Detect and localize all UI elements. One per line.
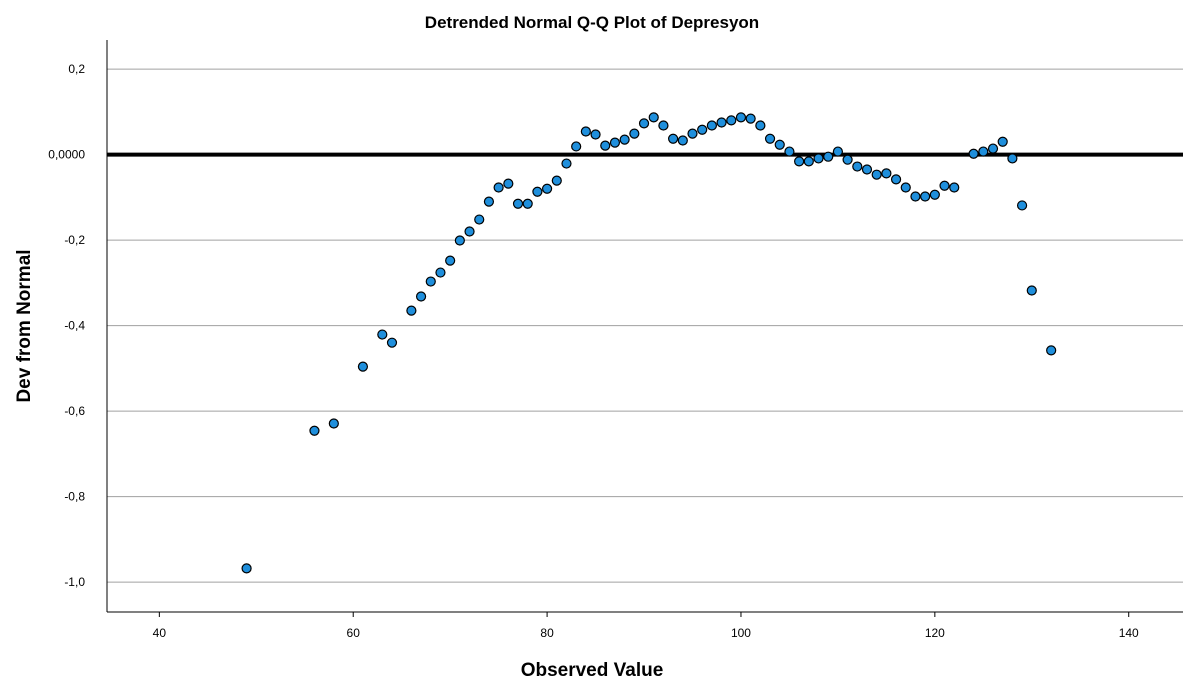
point bbox=[939, 180, 950, 191]
point bbox=[629, 128, 640, 139]
point bbox=[920, 191, 931, 202]
point bbox=[861, 164, 873, 175]
point bbox=[987, 143, 999, 154]
point bbox=[687, 128, 698, 139]
point bbox=[571, 141, 582, 152]
point bbox=[677, 135, 688, 146]
point bbox=[706, 120, 717, 131]
point bbox=[619, 134, 630, 145]
point bbox=[716, 117, 727, 128]
point bbox=[900, 182, 911, 193]
point bbox=[522, 198, 533, 209]
point bbox=[541, 183, 553, 194]
point bbox=[241, 563, 252, 574]
point bbox=[697, 124, 708, 135]
point bbox=[997, 136, 1008, 147]
point bbox=[590, 129, 601, 140]
point bbox=[726, 115, 737, 126]
y-tick-label: -1,0 bbox=[64, 575, 85, 589]
x-tick-label: 60 bbox=[347, 626, 361, 640]
point bbox=[978, 146, 989, 157]
chart-title: Detrended Normal Q-Q Plot of Depresyon bbox=[425, 13, 759, 32]
y-axis-label: Dev from Normal bbox=[14, 249, 35, 402]
point bbox=[881, 168, 892, 179]
point bbox=[852, 161, 863, 172]
point bbox=[464, 226, 475, 237]
point bbox=[1016, 200, 1028, 211]
x-tick-label: 40 bbox=[153, 626, 167, 640]
point bbox=[949, 182, 960, 193]
point bbox=[328, 418, 339, 429]
point bbox=[1026, 285, 1037, 296]
point bbox=[794, 156, 805, 167]
point bbox=[532, 186, 543, 197]
y-tick-label: 0,2 bbox=[68, 62, 85, 76]
point bbox=[764, 133, 776, 144]
point bbox=[823, 151, 834, 162]
point bbox=[842, 154, 853, 165]
point bbox=[493, 182, 504, 193]
point bbox=[929, 189, 940, 200]
y-tick-label: 0,0000 bbox=[48, 148, 85, 162]
y-tick-label: -0,4 bbox=[64, 319, 85, 333]
x-tick-label: 80 bbox=[540, 626, 554, 640]
point bbox=[435, 267, 446, 278]
point bbox=[832, 146, 844, 157]
x-tick-label: 120 bbox=[925, 626, 945, 640]
point bbox=[910, 191, 921, 202]
point bbox=[609, 137, 621, 148]
y-tick-label: -0,2 bbox=[64, 233, 85, 247]
x-tick-label: 140 bbox=[1119, 626, 1139, 640]
point bbox=[648, 112, 659, 123]
point bbox=[1046, 345, 1057, 356]
point bbox=[309, 425, 320, 436]
point bbox=[474, 214, 485, 225]
point bbox=[406, 305, 417, 316]
point bbox=[803, 156, 814, 167]
point bbox=[871, 169, 882, 180]
point bbox=[1007, 153, 1018, 164]
point bbox=[483, 196, 495, 207]
point bbox=[561, 158, 572, 169]
point bbox=[774, 139, 785, 150]
y-tick-label: -0,8 bbox=[64, 490, 85, 504]
point bbox=[415, 291, 427, 302]
point bbox=[425, 276, 436, 287]
point bbox=[551, 175, 562, 186]
x-axis-label: Observed Value bbox=[521, 660, 664, 681]
point bbox=[386, 337, 398, 348]
point bbox=[755, 120, 766, 131]
point bbox=[668, 133, 679, 144]
x-tick-label: 100 bbox=[731, 626, 751, 640]
point bbox=[512, 198, 524, 209]
point bbox=[377, 329, 388, 340]
point bbox=[357, 361, 369, 372]
point bbox=[600, 140, 611, 151]
point bbox=[735, 112, 747, 123]
point bbox=[580, 126, 591, 137]
y-tick-label: -0,6 bbox=[64, 404, 85, 418]
point bbox=[968, 148, 979, 159]
point bbox=[454, 235, 465, 246]
point bbox=[638, 118, 650, 129]
point bbox=[445, 255, 456, 266]
point bbox=[784, 146, 795, 157]
point bbox=[813, 153, 824, 164]
point bbox=[658, 120, 669, 131]
point bbox=[503, 178, 514, 189]
point bbox=[745, 113, 756, 124]
point bbox=[890, 174, 902, 185]
